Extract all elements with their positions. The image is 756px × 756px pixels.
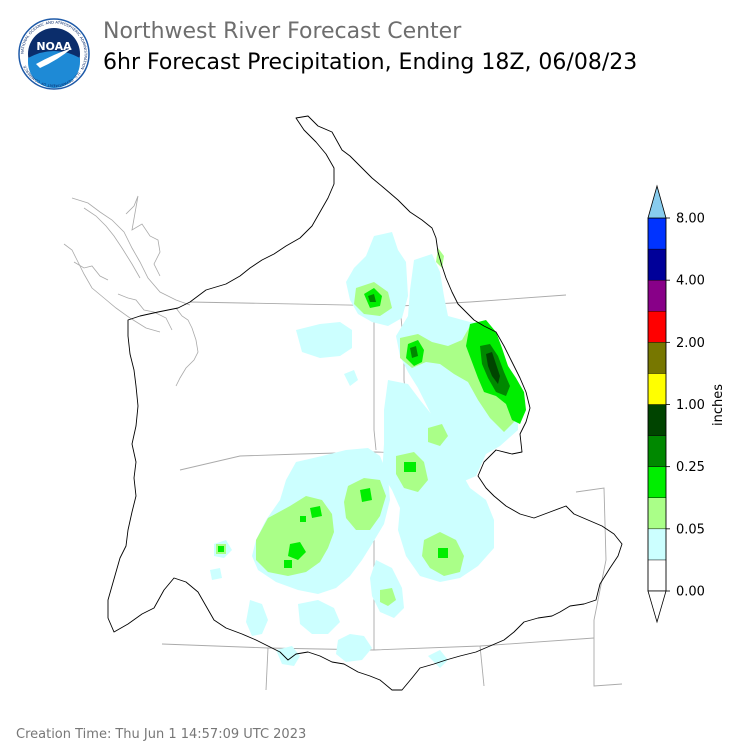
colorbar-tick-label: 4.00 bbox=[676, 274, 705, 289]
colorbar-bin bbox=[647, 373, 667, 405]
agency-title: Northwest River Forecast Center bbox=[103, 19, 462, 44]
colorbar-tick-label: 0.25 bbox=[676, 460, 705, 475]
colorbar-bin bbox=[647, 342, 667, 374]
precip-darkest bbox=[486, 352, 500, 384]
product-title: 6hr Forecast Precipitation, Ending 18Z, … bbox=[103, 50, 638, 75]
noaa-logo: NOAA NATIONAL OCEANIC AND ATMOSPHERIC AD… bbox=[18, 18, 90, 90]
colorbar-tick-label: 0.00 bbox=[676, 585, 705, 600]
colorbar-unit-label: inches bbox=[711, 384, 726, 426]
colorbar-bin bbox=[647, 497, 667, 530]
colorbar-tick-label: 1.00 bbox=[676, 398, 705, 413]
state-boundaries bbox=[161, 294, 623, 691]
colorbar-tick-label: 2.00 bbox=[676, 336, 705, 351]
creation-time-value: Thu Jun 1 14:57:09 UTC 2023 bbox=[115, 727, 307, 742]
colorbar-bin bbox=[647, 466, 667, 498]
colorbar-bin bbox=[647, 311, 667, 343]
colorbar-tick-label: 0.05 bbox=[676, 522, 705, 537]
colorbar-bins bbox=[647, 217, 667, 592]
noaa-logo-text: NOAA bbox=[36, 40, 72, 53]
colorbar-bin bbox=[647, 279, 667, 312]
colorbar-bin bbox=[647, 435, 667, 467]
colorbar: 0.00 0.05 0.25 1.00 2.00 4.00 8.00 inches bbox=[647, 184, 726, 624]
colorbar-bottom-arrow bbox=[647, 590, 667, 624]
basin-outline bbox=[107, 115, 623, 691]
colorbar-bin bbox=[647, 248, 667, 281]
colorbar-bin bbox=[647, 404, 667, 436]
colorbar-bin bbox=[647, 559, 667, 592]
colorbar-bin bbox=[647, 528, 667, 561]
bc-coastline bbox=[63, 195, 199, 387]
colorbar-tick-label: 8.00 bbox=[676, 212, 705, 227]
colorbar-ticks: 0.00 0.05 0.25 1.00 2.00 4.00 8.00 bbox=[666, 212, 705, 600]
creation-time-label: Creation Time: bbox=[16, 727, 112, 742]
creation-time: Creation Time: Thu Jun 1 14:57:09 UTC 202… bbox=[16, 727, 310, 742]
colorbar-top-arrow bbox=[647, 184, 667, 219]
colorbar-bin bbox=[647, 217, 667, 250]
